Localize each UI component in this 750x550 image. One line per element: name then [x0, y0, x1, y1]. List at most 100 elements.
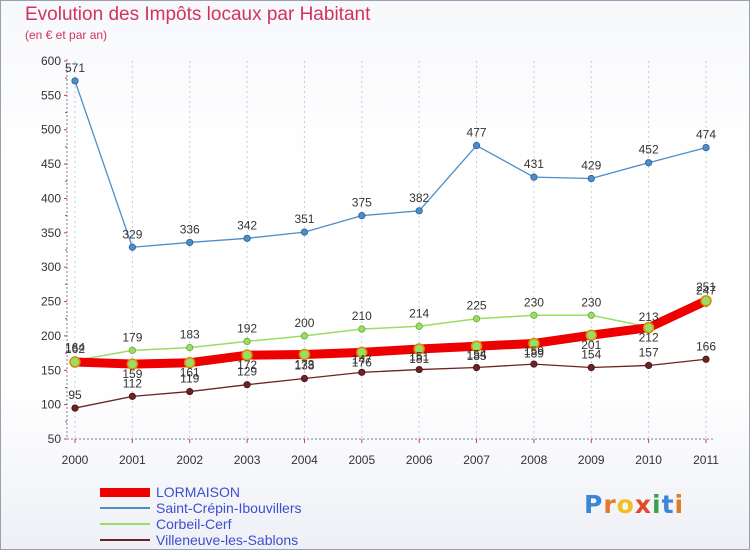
- data-label: 138: [294, 359, 314, 373]
- y-tick-label: 50: [48, 432, 62, 446]
- chart-subtitle: (en € et par an): [25, 28, 108, 42]
- y-tick-label: 350: [41, 226, 61, 240]
- data-point: [642, 321, 655, 334]
- data-point: [415, 365, 423, 374]
- data-point: [415, 207, 423, 215]
- data-label: 213: [639, 310, 659, 324]
- data-point: [530, 311, 538, 319]
- data-label: 189: [524, 346, 544, 360]
- logo-letter: o: [616, 490, 635, 519]
- y-tick-label: 300: [41, 260, 61, 274]
- legend-swatch: [100, 523, 150, 525]
- x-tick-label: 2006: [406, 453, 433, 467]
- data-point: [472, 141, 481, 150]
- x-tick-label: 2010: [635, 453, 662, 467]
- y-tick-label: 550: [41, 88, 61, 102]
- x-tick-label: 2004: [291, 453, 318, 467]
- data-label: 214: [409, 306, 429, 320]
- data-point: [645, 159, 653, 167]
- data-point: [300, 228, 309, 236]
- data-point: [186, 238, 194, 247]
- data-point: [243, 234, 251, 242]
- data-label: 474: [696, 128, 716, 142]
- data-label: 342: [237, 218, 257, 232]
- data-label: 230: [524, 295, 544, 309]
- data-label: 183: [180, 328, 200, 342]
- data-point: [128, 346, 136, 354]
- data-label: 230: [581, 295, 601, 309]
- data-point: [300, 332, 309, 340]
- data-label: 154: [581, 348, 601, 362]
- data-label: 210: [352, 309, 372, 323]
- logo-letter: i: [652, 490, 662, 519]
- data-label: 181: [409, 352, 429, 366]
- data-point: [183, 356, 196, 369]
- data-point: [702, 355, 710, 363]
- data-label: 225: [467, 299, 487, 313]
- data-label: 247: [696, 284, 716, 298]
- data-point: [128, 392, 136, 400]
- data-point: [243, 337, 251, 346]
- data-label: 161: [180, 366, 200, 380]
- data-label: 159: [524, 344, 544, 358]
- data-label: 571: [65, 61, 85, 75]
- series-line-corbeil-cerf: [74, 302, 707, 362]
- series-line-saint-cr-pin-ibouvillers: [74, 80, 707, 248]
- data-label: 179: [122, 330, 142, 344]
- data-label: 159: [122, 367, 142, 381]
- logo-letter: x: [634, 490, 652, 519]
- data-point: [645, 361, 653, 370]
- data-point: [530, 173, 538, 181]
- data-point: [585, 329, 598, 341]
- data-point: [415, 322, 423, 330]
- y-tick-label: 150: [41, 363, 61, 377]
- data-label: 351: [294, 212, 314, 226]
- logo-letter: r: [603, 490, 617, 519]
- data-label: 329: [122, 227, 142, 241]
- chart-title: Evolution des Impôts locaux par Habitant: [25, 4, 371, 25]
- x-tick-label: 2008: [521, 453, 548, 467]
- data-point: [298, 348, 311, 361]
- data-label: 429: [581, 159, 601, 173]
- data-point: [470, 340, 483, 352]
- data-point: [186, 387, 194, 396]
- data-point: [472, 363, 481, 372]
- data-point: [71, 404, 79, 412]
- data-point: [71, 77, 79, 85]
- logo-letter: t: [661, 490, 675, 519]
- data-point: [530, 360, 538, 368]
- x-tick-label: 2009: [578, 453, 605, 467]
- data-label: 185: [467, 349, 487, 363]
- data-label: 192: [237, 321, 257, 335]
- data-point: [126, 358, 139, 370]
- data-point: [69, 356, 81, 368]
- logo-letter: P: [584, 490, 604, 519]
- legend-item-lormaison: LORMAISON: [100, 484, 360, 500]
- data-point: [358, 212, 366, 220]
- y-tick-label: 400: [41, 191, 61, 205]
- logo-letter: i: [674, 490, 685, 519]
- data-label: 251: [696, 280, 716, 294]
- data-label: 172: [237, 358, 257, 372]
- y-tick-label: 100: [41, 398, 61, 412]
- data-label: 176: [352, 355, 372, 369]
- data-label: 173: [294, 357, 314, 371]
- legend-swatch: [100, 539, 150, 541]
- chart-legend: LORMAISON Saint-Crépin-Ibouvillers Corbe…: [100, 484, 360, 548]
- y-tick-label: 500: [41, 123, 61, 137]
- y-tick-label: 450: [41, 157, 61, 171]
- data-label: 112: [123, 376, 142, 390]
- data-point: [186, 343, 194, 352]
- legend-label: Villeneuve-les-Sablons: [156, 532, 299, 548]
- y-tick-label: 600: [41, 54, 61, 68]
- data-label: 147: [352, 352, 372, 366]
- proxiti-logo: Proxiti: [584, 490, 684, 519]
- data-label: 95: [68, 388, 82, 402]
- x-tick-label: 2003: [234, 453, 261, 467]
- y-tick-label: 250: [41, 295, 61, 309]
- data-point: [528, 337, 540, 350]
- data-point: [128, 243, 136, 251]
- data-label: 431: [524, 157, 544, 171]
- data-label: 201: [581, 338, 601, 352]
